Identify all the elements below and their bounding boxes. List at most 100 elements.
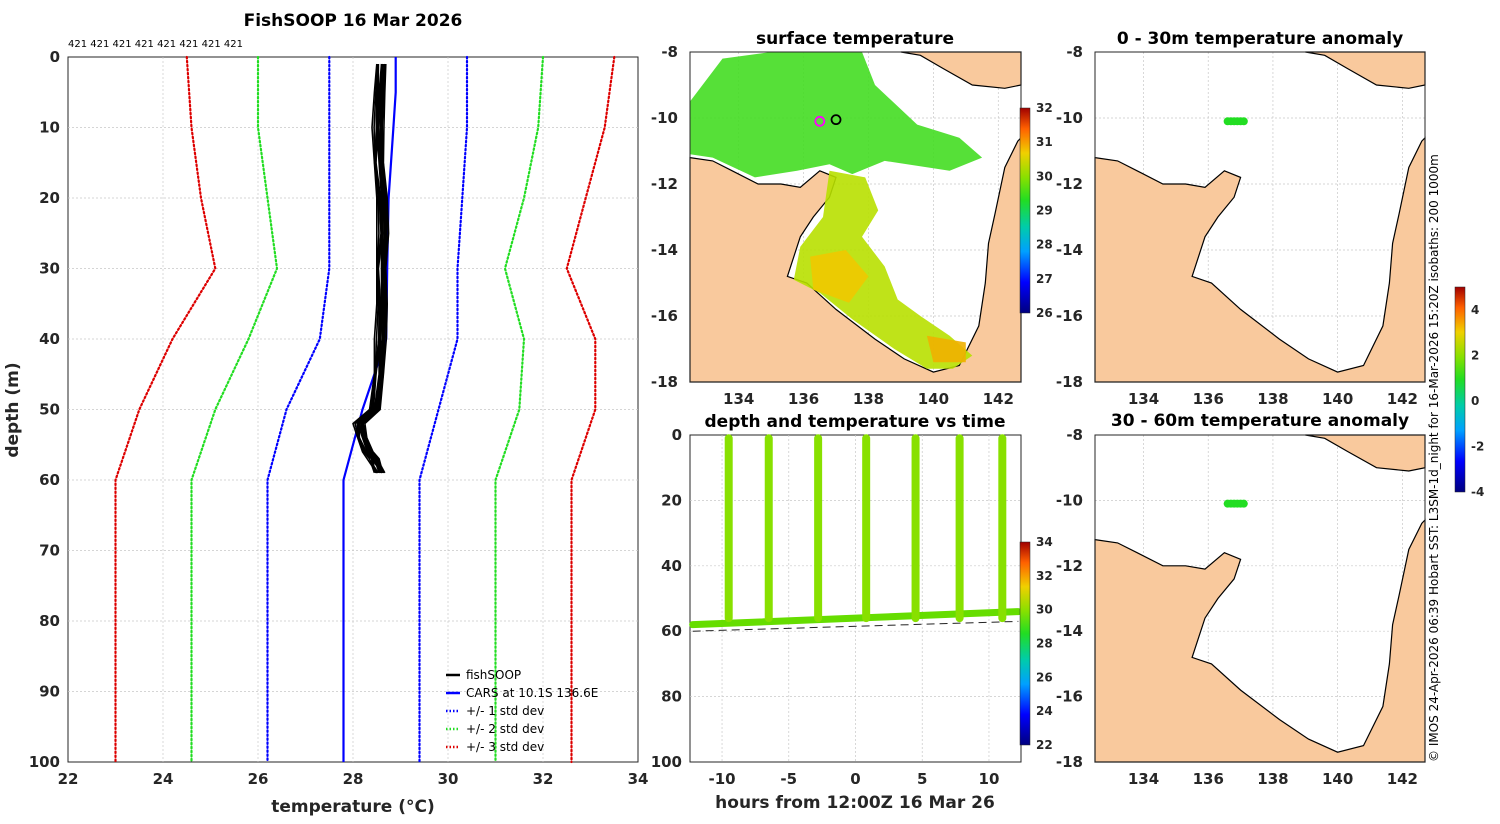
map-y-tick-label: -16 bbox=[651, 307, 678, 325]
map-y-tick-label: -18 bbox=[1056, 373, 1083, 391]
depth-time-content bbox=[689, 434, 1022, 762]
y-tick-label: 50 bbox=[39, 401, 60, 419]
profile-grid bbox=[68, 57, 638, 762]
anomaly-0-30-title: 0 - 30m temperature anomaly bbox=[1117, 29, 1403, 49]
sst-map-title: surface temperature bbox=[756, 29, 954, 49]
anomaly-colorbar-ticks: 4 2 0 -2 -4 bbox=[1471, 303, 1484, 499]
y-tick-label: 0 bbox=[50, 48, 60, 66]
map-y-tick-label: -16 bbox=[1056, 307, 1083, 325]
y-tick-label: 10 bbox=[39, 119, 60, 137]
sst-colorbar-tick: 30 bbox=[1036, 169, 1053, 183]
anomaly-0-30-content bbox=[1094, 51, 1426, 383]
dt-colorbar-tick: 34 bbox=[1036, 535, 1053, 549]
sst-data-patch bbox=[793, 170, 973, 369]
map-x-tick-label: 140 bbox=[1322, 770, 1353, 788]
map-x-tick-label: 138 bbox=[1257, 390, 1288, 408]
anomaly-30-60-ticks: 134 136 138 140 142 -8 -10 -12 -14 -16 -18 bbox=[1056, 426, 1418, 788]
dt-colorbar-tick: 30 bbox=[1036, 603, 1053, 617]
anomaly-colorbar-tick: -2 bbox=[1471, 439, 1484, 453]
dt-x-tick-label: 5 bbox=[917, 770, 927, 788]
land-shape bbox=[689, 136, 1022, 383]
x-tick-label: 30 bbox=[438, 770, 459, 788]
dt-colorbar-tick: 24 bbox=[1036, 704, 1053, 718]
y-tick-label: 90 bbox=[39, 683, 60, 701]
anomaly-colorbar-tick: 2 bbox=[1471, 348, 1479, 362]
anomaly-30-60-panel: 134 136 138 140 142 -8 -10 -12 -14 -16 -18 30 - 60… bbox=[1056, 286, 1484, 788]
dt-x-tick-label: -5 bbox=[780, 770, 797, 788]
x-tick-label: 26 bbox=[248, 770, 269, 788]
anomaly-0-30-panel: 134 136 138 140 142 -8 -10 -12 -14 -16 -18 0 - 30m… bbox=[1056, 29, 1426, 408]
map-x-tick-label: 134 bbox=[1128, 390, 1159, 408]
fishsoop-cast-line bbox=[358, 63, 384, 474]
anomaly-point bbox=[1239, 499, 1248, 508]
map-x-tick-label: 136 bbox=[1193, 770, 1224, 788]
std-line-plus bbox=[565, 55, 616, 764]
x-tick-label: 32 bbox=[533, 770, 554, 788]
sst-map-panel: 134 136 138 140 142 -8 -10 -12 -14 -16 -18 surface… bbox=[651, 29, 1053, 408]
map-y-tick-label: -16 bbox=[1056, 688, 1083, 706]
anomaly-colorbar bbox=[1454, 286, 1466, 493]
depth-time-colorbar-ticks: 34 32 30 28 26 24 22 bbox=[1036, 535, 1053, 752]
dt-x-tick-label: 0 bbox=[850, 770, 860, 788]
sst-data-patch bbox=[926, 335, 966, 363]
y-tick-label: 60 bbox=[39, 471, 60, 489]
profile-legend: fishSOOP CARS at 10.1S 136.6E +/- 1 std de… bbox=[446, 668, 598, 754]
fishsoop-cast-line bbox=[364, 63, 390, 474]
y-tick-label: 70 bbox=[39, 542, 60, 560]
map-y-tick-label: -18 bbox=[651, 373, 678, 391]
std-line-minus bbox=[266, 55, 331, 764]
map-y-tick-label: -18 bbox=[1056, 753, 1083, 771]
land-shape bbox=[1094, 136, 1426, 383]
map-y-tick-label: -12 bbox=[1056, 557, 1083, 575]
profile-x-ticks: 22 24 26 28 30 32 34 bbox=[58, 770, 649, 788]
map-y-tick-label: -12 bbox=[1056, 175, 1083, 193]
map-y-tick-label: -14 bbox=[651, 241, 678, 259]
x-tick-label: 34 bbox=[628, 770, 649, 788]
y-tick-label: 30 bbox=[39, 260, 60, 278]
legend-label: +/- 3 std dev bbox=[466, 740, 544, 754]
map-x-tick-label: 140 bbox=[1322, 390, 1353, 408]
sst-data-patch bbox=[810, 250, 869, 303]
map-y-tick-label: -10 bbox=[1056, 491, 1083, 509]
dt-x-tick-label: -10 bbox=[708, 770, 735, 788]
legend-label: +/- 1 std dev bbox=[466, 704, 544, 718]
dt-y-tick-label: 40 bbox=[661, 557, 682, 575]
dt-colorbar-tick: 32 bbox=[1036, 569, 1053, 583]
sst-colorbar-tick: 32 bbox=[1036, 101, 1053, 115]
map-x-tick-label: 142 bbox=[1387, 770, 1418, 788]
map-y-tick-label: -8 bbox=[661, 43, 678, 61]
anomaly-0-30-box bbox=[1094, 51, 1426, 383]
anomaly-colorbar-tick: 0 bbox=[1471, 394, 1479, 408]
y-tick-label: 40 bbox=[39, 330, 60, 348]
map-x-tick-label: 138 bbox=[1257, 770, 1288, 788]
map-x-tick-label: 136 bbox=[1193, 390, 1224, 408]
fishsoop-cast-line bbox=[356, 63, 383, 474]
sst-colorbar-tick: 26 bbox=[1036, 306, 1053, 320]
map-y-tick-label: -10 bbox=[1056, 109, 1083, 127]
map-x-tick-label: 138 bbox=[853, 390, 884, 408]
fishsoop-cast-line bbox=[352, 63, 378, 474]
map-y-tick-label: -14 bbox=[1056, 241, 1083, 259]
dt-y-tick-label: 80 bbox=[661, 688, 682, 706]
seabed-line bbox=[692, 620, 1019, 632]
anomaly-colorbar-tick: -4 bbox=[1471, 485, 1484, 499]
dt-y-tick-label: 100 bbox=[651, 753, 682, 771]
bottom-track bbox=[689, 608, 1022, 629]
map-x-tick-label: 142 bbox=[983, 390, 1014, 408]
dt-colorbar-tick: 22 bbox=[1036, 738, 1053, 752]
dt-colorbar-tick: 28 bbox=[1036, 637, 1053, 651]
depth-time-x-label: hours from 12:00Z 16 Mar 26 bbox=[715, 793, 995, 813]
land-shape bbox=[1094, 518, 1426, 763]
anomaly-30-60-box bbox=[1094, 434, 1426, 763]
sst-colorbar-tick: 31 bbox=[1036, 135, 1053, 149]
position-marker bbox=[814, 115, 826, 127]
std-line-plus bbox=[494, 55, 545, 764]
x-tick-label: 28 bbox=[343, 770, 364, 788]
x-tick-label: 24 bbox=[153, 770, 174, 788]
profile-x-label: temperature (°C) bbox=[271, 797, 435, 817]
map-x-tick-label: 136 bbox=[788, 390, 819, 408]
map-y-tick-label: -10 bbox=[651, 109, 678, 127]
legend-label: +/- 2 std dev bbox=[466, 722, 544, 736]
